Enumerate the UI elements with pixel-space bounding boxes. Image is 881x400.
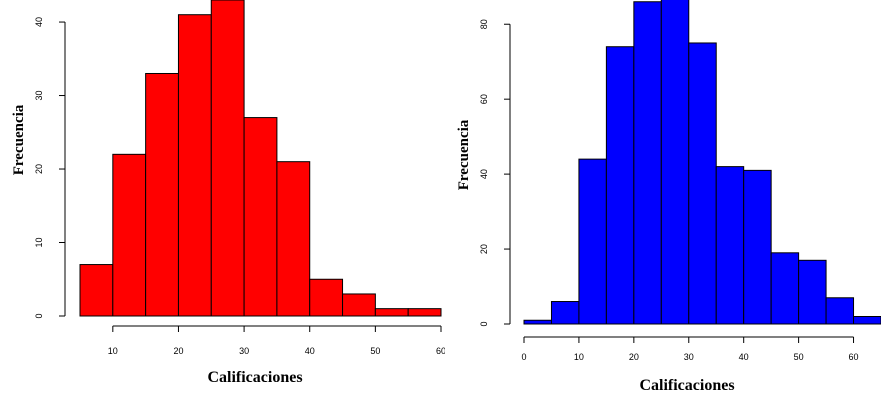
right-y-tick-label-2: 40 (479, 169, 489, 179)
left-x-tick-label-4: 50 (370, 346, 380, 356)
right-bar-8 (743, 169, 772, 325)
right-bar-2 (578, 158, 607, 325)
left-bar-0 (79, 264, 114, 317)
left-x-tick-label-2: 30 (239, 346, 249, 356)
right-y-axis-title: Frecuencia (456, 119, 472, 190)
histogram-left: 10 20 30 40 50 60 0 10 20 30 40 Calificaciones Frecu… (11, 0, 445, 386)
left-bar-5 (243, 117, 278, 317)
left-y-tick-label-2: 20 (34, 164, 44, 174)
left-y-tick-label-0: 0 (34, 313, 44, 318)
left-x-axis-title: Calificaciones (207, 369, 302, 386)
right-y-tick-label-4: 80 (479, 19, 489, 29)
left-bar-4 (210, 0, 245, 317)
right-bar-0 (523, 319, 552, 325)
left-y-axis-title: Frecuencia (11, 104, 27, 175)
left-bar-2 (145, 72, 179, 317)
right-bar-1 (550, 301, 580, 325)
right-bar-12 (853, 316, 881, 325)
right-x-tick-label-2: 20 (629, 352, 639, 362)
left-bar-8 (342, 293, 376, 317)
right-bar-3 (605, 46, 635, 325)
left-y-tick-label-1: 10 (34, 238, 44, 248)
histogram-left-svg: 10 20 30 40 50 60 0 10 20 30 40 Calificaciones Frecu… (11, 0, 445, 386)
right-bar-6 (688, 42, 717, 325)
right-x-tick-label-3: 30 (684, 352, 694, 362)
right-x-tick-label-5: 50 (794, 352, 804, 362)
right-bar-10 (798, 259, 827, 325)
left-bar-7 (309, 278, 344, 317)
right-y-tick-label-0: 0 (479, 321, 489, 326)
left-bar-1 (112, 153, 147, 317)
right-y-tick-label-1: 20 (479, 244, 489, 254)
right-x-tick-label-0: 0 (521, 352, 526, 362)
left-bar-10 (407, 308, 442, 317)
left-bar-3 (177, 14, 212, 317)
right-bar-7 (715, 166, 745, 325)
left-y-tick-label-3: 30 (34, 91, 44, 101)
left-x-tick-label-5: 60 (436, 346, 445, 356)
right-x-tick-label-1: 10 (574, 352, 584, 362)
right-bar-11 (825, 297, 855, 325)
left-x-tick-label-1: 20 (173, 346, 183, 356)
left-bar-9 (374, 308, 409, 317)
left-x-tick-label-3: 40 (305, 346, 315, 356)
right-x-tick-label-6: 60 (849, 352, 859, 362)
right-bar-5 (660, 0, 690, 325)
right-bar-4 (633, 1, 662, 325)
left-x-tick-label-0: 10 (108, 346, 118, 356)
histogram-right-svg: 0 10 20 30 40 50 60 0 20 40 60 80 Calificaciones Frec… (456, 0, 881, 394)
right-x-axis-title: Calificaciones (639, 377, 734, 394)
left-y-tick-label-4: 40 (34, 17, 44, 27)
histogram-right: 0 10 20 30 40 50 60 0 20 40 60 80 Calificaciones Frec… (450, 0, 881, 400)
right-bar-9 (770, 252, 800, 325)
right-y-tick-label-3: 60 (479, 94, 489, 104)
left-bar-6 (276, 161, 311, 317)
right-x-tick-label-4: 40 (739, 352, 749, 362)
